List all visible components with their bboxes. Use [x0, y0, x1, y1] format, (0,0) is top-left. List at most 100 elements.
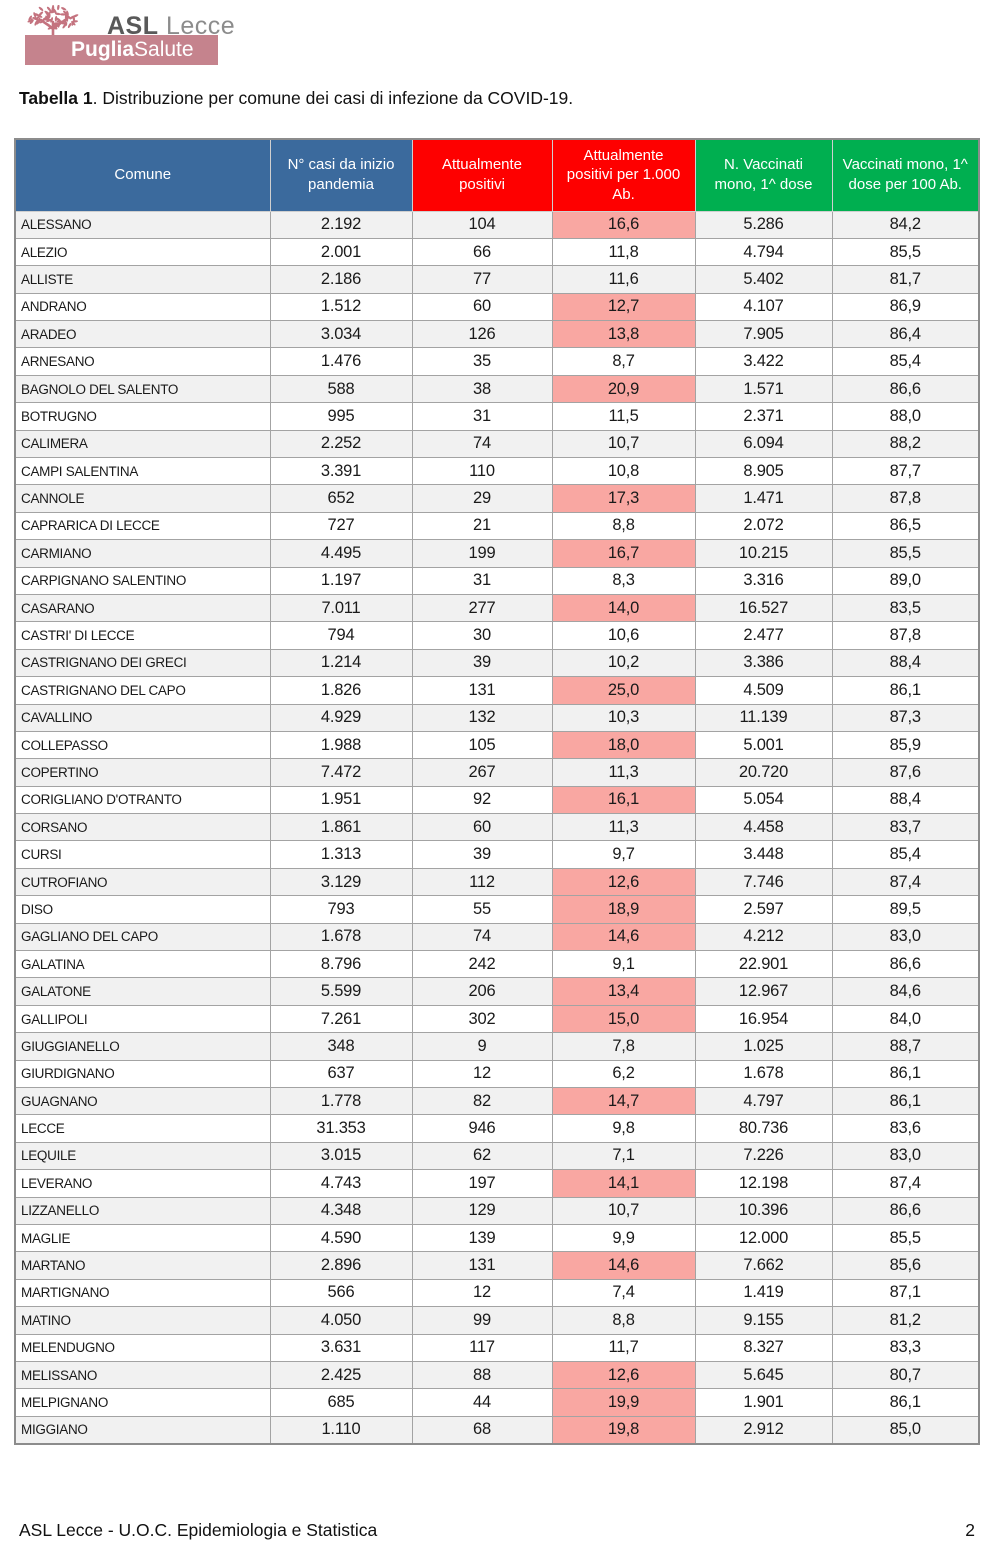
cell-vaccinati-per-100-ab: 87,1 — [831, 1278, 980, 1308]
table-row: CUTROFIANO 3.129 112 12,6 7.746 87,4 — [14, 867, 980, 897]
cell-vaccinati-per-100-ab: 88,0 — [831, 402, 980, 431]
cell-positivi-per-1000-ab: 10,7 — [551, 429, 696, 459]
cell-vaccinati-per-100-ab: 83,5 — [831, 593, 980, 623]
table-header: Comune N° casi da inizio pandemia Attual… — [14, 138, 980, 212]
cell-casi-da-inizio-pandemia: 348 — [269, 1032, 413, 1061]
cell-vaccinati-per-100-ab: 83,3 — [831, 1333, 980, 1362]
column-header-vaccinati-per-100-ab: Vaccinati mono, 1^ dose per 100 Ab. — [831, 138, 980, 212]
cell-comune: MELENDUGNO — [14, 1333, 271, 1362]
cell-vaccinati-1-dose: 16.954 — [694, 1004, 833, 1034]
cell-positivi-per-1000-ab: 8,3 — [551, 566, 696, 595]
cell-positivi-per-1000-ab: 14,6 — [551, 1251, 696, 1280]
cell-attualmente-positivi: 31 — [411, 566, 553, 595]
cell-vaccinati-per-100-ab: 85,6 — [831, 1251, 980, 1280]
cell-comune: ARNESANO — [14, 347, 271, 376]
cell-vaccinati-1-dose: 2.912 — [694, 1415, 833, 1445]
cell-attualmente-positivi: 126 — [411, 320, 553, 349]
cell-comune: ALLISTE — [14, 265, 271, 294]
cell-comune: GALATONE — [14, 977, 271, 1006]
cell-vaccinati-per-100-ab: 85,5 — [831, 1223, 980, 1253]
cell-vaccinati-1-dose: 3.422 — [694, 347, 833, 376]
cell-comune: ALESSANO — [14, 210, 271, 239]
table-row: CASTRIGNANO DEL CAPO 1.826 131 25,0 4.509 86,… — [14, 676, 980, 705]
cell-casi-da-inizio-pandemia: 794 — [269, 621, 413, 650]
cell-attualmente-positivi: 66 — [411, 237, 553, 267]
table-row: CORIGLIANO D'OTRANTO 1.951 92 16,1 5.054 88,4 — [14, 785, 980, 815]
cell-vaccinati-per-100-ab: 88,2 — [831, 429, 980, 459]
cell-attualmente-positivi: 946 — [411, 1114, 553, 1143]
cell-comune: CORIGLIANO D'OTRANTO — [14, 785, 271, 815]
column-header-positivi-per-1000-ab: Attualmente positivi per 1.000 Ab. — [551, 138, 696, 212]
table-row: ALESSANO 2.192 104 16,6 5.286 84,2 — [14, 210, 980, 239]
cell-casi-da-inizio-pandemia: 2.192 — [269, 210, 413, 239]
cell-positivi-per-1000-ab: 11,6 — [551, 265, 696, 294]
cell-positivi-per-1000-ab: 18,9 — [551, 895, 696, 924]
cell-attualmente-positivi: 92 — [411, 785, 553, 815]
cell-positivi-per-1000-ab: 9,7 — [551, 840, 696, 869]
title-label: Tabella 1 — [19, 88, 93, 108]
cell-comune: GIURDIGNANO — [14, 1059, 271, 1089]
table-row: BOTRUGNO 995 31 11,5 2.371 88,0 — [14, 402, 980, 431]
cell-positivi-per-1000-ab: 15,0 — [551, 1004, 696, 1034]
cell-casi-da-inizio-pandemia: 685 — [269, 1388, 413, 1417]
cell-vaccinati-1-dose: 5.286 — [694, 210, 833, 239]
cell-positivi-per-1000-ab: 16,6 — [551, 210, 696, 239]
cell-vaccinati-per-100-ab: 86,1 — [831, 1388, 980, 1417]
cell-positivi-per-1000-ab: 11,8 — [551, 237, 696, 267]
table-row: CASTRI' DI LECCE 794 30 10,6 2.477 87,8 — [14, 621, 980, 650]
cell-positivi-per-1000-ab: 8,7 — [551, 347, 696, 376]
table-row: CORSANO 1.861 60 11,3 4.458 83,7 — [14, 813, 980, 842]
cell-attualmente-positivi: 88 — [411, 1360, 553, 1390]
cell-casi-da-inizio-pandemia: 1.678 — [269, 922, 413, 952]
cell-casi-da-inizio-pandemia: 3.631 — [269, 1333, 413, 1362]
cell-casi-da-inizio-pandemia: 4.743 — [269, 1169, 413, 1198]
cell-vaccinati-per-100-ab: 87,3 — [831, 703, 980, 732]
cell-casi-da-inizio-pandemia: 31.353 — [269, 1114, 413, 1143]
table-row: CASARANO 7.011 277 14,0 16.527 83,5 — [14, 593, 980, 623]
cell-vaccinati-1-dose: 2.477 — [694, 621, 833, 650]
cell-comune: COPERTINO — [14, 758, 271, 787]
cell-vaccinati-1-dose: 1.678 — [694, 1059, 833, 1089]
cell-comune: CANNOLE — [14, 484, 271, 513]
cell-vaccinati-1-dose: 3.316 — [694, 566, 833, 595]
cell-positivi-per-1000-ab: 14,0 — [551, 593, 696, 623]
cell-positivi-per-1000-ab: 17,3 — [551, 484, 696, 513]
cell-vaccinati-1-dose: 7.662 — [694, 1251, 833, 1280]
cell-casi-da-inizio-pandemia: 1.778 — [269, 1086, 413, 1116]
cell-comune: CARPIGNANO SALENTINO — [14, 566, 271, 595]
table-row: CARPIGNANO SALENTINO 1.197 31 8,3 3.316 89,0 — [14, 566, 980, 595]
table-row: GALATINA 8.796 242 9,1 22.901 86,6 — [14, 950, 980, 979]
cell-vaccinati-per-100-ab: 83,6 — [831, 1114, 980, 1143]
cell-attualmente-positivi: 62 — [411, 1141, 553, 1171]
page-title: Tabella 1. Distribuzione per comune dei … — [19, 88, 573, 109]
cell-positivi-per-1000-ab: 20,9 — [551, 374, 696, 404]
footer-department: ASL Lecce - U.O.C. Epidemiologia e Stati… — [19, 1520, 378, 1540]
cell-vaccinati-per-100-ab: 80,7 — [831, 1360, 980, 1390]
cell-positivi-per-1000-ab: 12,6 — [551, 867, 696, 897]
cell-attualmente-positivi: 55 — [411, 895, 553, 924]
cell-attualmente-positivi: 302 — [411, 1004, 553, 1034]
table-row: LEQUILE 3.015 62 7,1 7.226 83,0 — [14, 1141, 980, 1171]
cell-vaccinati-per-100-ab: 86,1 — [831, 1059, 980, 1089]
cell-attualmente-positivi: 197 — [411, 1169, 553, 1198]
cell-vaccinati-per-100-ab: 85,5 — [831, 539, 980, 568]
table-row: ARADEO 3.034 126 13,8 7.905 86,4 — [14, 320, 980, 349]
cell-positivi-per-1000-ab: 7,8 — [551, 1032, 696, 1061]
cell-vaccinati-per-100-ab: 89,0 — [831, 566, 980, 595]
cell-positivi-per-1000-ab: 14,6 — [551, 922, 696, 952]
table-row: CURSI 1.313 39 9,7 3.448 85,4 — [14, 840, 980, 869]
cell-attualmente-positivi: 105 — [411, 730, 553, 760]
cell-comune: CALIMERA — [14, 429, 271, 459]
cell-comune: CORSANO — [14, 813, 271, 842]
column-header-attualmente-positivi: Attualmente positivi — [411, 138, 553, 212]
cell-vaccinati-1-dose: 9.155 — [694, 1306, 833, 1335]
cell-vaccinati-1-dose: 11.139 — [694, 703, 833, 732]
cell-vaccinati-1-dose: 12.967 — [694, 977, 833, 1006]
cell-vaccinati-1-dose: 7.905 — [694, 320, 833, 349]
cell-attualmente-positivi: 267 — [411, 758, 553, 787]
cell-comune: CAMPI SALENTINA — [14, 457, 271, 486]
cell-casi-da-inizio-pandemia: 727 — [269, 511, 413, 541]
table-row: DISO 793 55 18,9 2.597 89,5 — [14, 895, 980, 924]
cell-attualmente-positivi: 74 — [411, 429, 553, 459]
table-row: GUAGNANO 1.778 82 14,7 4.797 86,1 — [14, 1086, 980, 1116]
